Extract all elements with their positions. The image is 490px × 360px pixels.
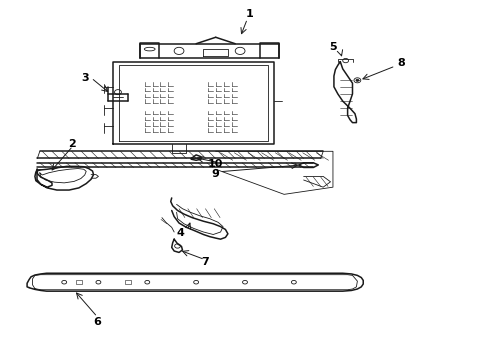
Text: 7: 7: [201, 257, 209, 267]
Bar: [76, 280, 82, 284]
Text: 5: 5: [329, 42, 337, 52]
Text: 4: 4: [176, 228, 184, 238]
Text: 8: 8: [397, 58, 405, 68]
Text: 10: 10: [208, 159, 223, 169]
Text: 2: 2: [68, 139, 75, 149]
Text: 1: 1: [246, 9, 254, 19]
Text: 3: 3: [81, 73, 89, 83]
Text: 9: 9: [212, 168, 220, 179]
Text: 6: 6: [94, 317, 101, 327]
Bar: [125, 280, 131, 284]
Circle shape: [356, 79, 359, 81]
